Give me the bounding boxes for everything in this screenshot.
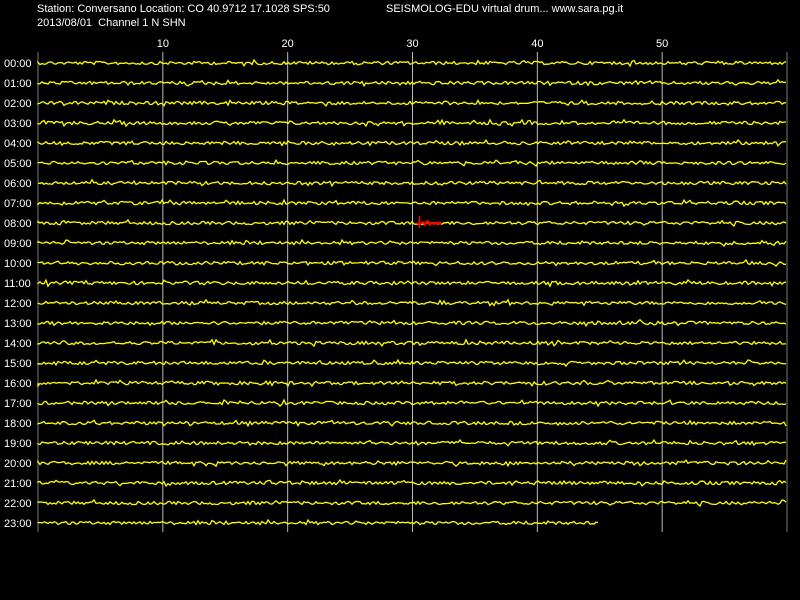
trace-row-11: [37, 278, 787, 288]
row-label: 17:00: [4, 398, 32, 410]
row-label: 02:00: [4, 98, 32, 110]
trace-row-07: [37, 198, 787, 208]
row-label: 10:00: [4, 258, 32, 270]
row-label: 04:00: [4, 138, 32, 150]
row-label: 20:00: [4, 458, 32, 470]
trace-row-02: [37, 99, 787, 107]
trace-row-19: [37, 438, 787, 447]
trace-row-10: [37, 258, 787, 268]
station-info: Station: Conversano Location: CO 40.9712…: [37, 3, 330, 15]
row-label: 12:00: [4, 298, 32, 310]
row-label: 13:00: [4, 318, 32, 330]
trace-row-06: [37, 178, 787, 188]
row-label: 15:00: [4, 358, 32, 370]
trace-row-05: [37, 158, 787, 168]
event-trace: [416, 219, 443, 227]
trace-row-17: [37, 398, 787, 408]
trace-row-22: [37, 498, 787, 508]
trace-row-00: [37, 58, 787, 68]
trace-row-09: [37, 238, 787, 248]
labels: 10 20 30 40 50 00:00 01:00 02:00 03:00 04:00 05:00…: [4, 38, 668, 530]
row-label: 21:00: [4, 478, 32, 490]
trace-row-14: [37, 338, 786, 348]
x-tick-label: 20: [282, 38, 294, 50]
row-label: 14:00: [4, 338, 32, 350]
trace-row-20: [37, 459, 787, 468]
events: [416, 216, 443, 228]
trace-row-21: [37, 478, 787, 488]
x-tick-label: 40: [531, 38, 543, 50]
row-label: 18:00: [4, 418, 32, 430]
trace-row-23: [37, 518, 599, 526]
row-label: 11:00: [4, 278, 31, 290]
row-label: 19:00: [4, 438, 32, 450]
row-label: 06:00: [4, 178, 32, 190]
x-tick-label: 10: [157, 38, 169, 50]
app-brand: SEISMOLOG-EDU virtual drum... www.sara.p…: [386, 3, 624, 15]
row-label: 09:00: [4, 238, 32, 250]
row-label: 08:00: [4, 218, 32, 230]
traces: [37, 58, 787, 526]
trace-row-04: [37, 138, 787, 147]
x-tick-label: 50: [656, 38, 668, 50]
trace-row-01: [37, 78, 787, 88]
grid: [37, 52, 788, 532]
trace-row-12: [37, 298, 787, 307]
trace-row-13: [37, 318, 787, 328]
row-label: 16:00: [4, 378, 32, 390]
x-tick-label: 30: [406, 38, 418, 50]
row-label: 07:00: [4, 198, 32, 210]
trace-row-03: [37, 118, 787, 128]
row-label: 23:00: [4, 518, 32, 530]
date-channel-info: 2013/08/01 Channel 1 N SHN: [37, 17, 186, 29]
trace-row-18: [37, 419, 787, 428]
row-label: 05:00: [4, 158, 32, 170]
row-label: 01:00: [4, 78, 32, 90]
row-label: 22:00: [4, 498, 32, 510]
row-label: 03:00: [4, 118, 32, 130]
trace-row-15: [37, 358, 787, 368]
trace-row-08: [37, 218, 787, 228]
trace-row-16: [37, 378, 787, 388]
row-label: 00:00: [4, 58, 32, 70]
